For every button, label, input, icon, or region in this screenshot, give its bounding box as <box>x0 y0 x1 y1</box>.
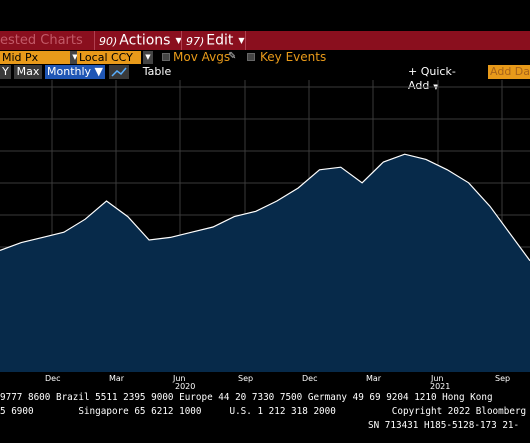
price-dropdown-icon[interactable]: ▼ <box>70 51 80 64</box>
x-year-label: 2020 <box>175 382 196 391</box>
range-button-max[interactable]: Max <box>14 65 42 79</box>
x-tick-label: Sep <box>238 374 254 383</box>
x-tick-label: Mar <box>109 374 125 383</box>
area-series-line <box>0 153 530 262</box>
area-chart <box>0 80 530 372</box>
currency-dropdown-icon[interactable]: ▼ <box>143 51 153 64</box>
table-button[interactable]: Table <box>142 65 172 78</box>
x-tick-label: Dec <box>302 374 318 383</box>
pencil-icon[interactable]: ✎ <box>228 51 237 62</box>
function-menu-bar: ested Charts 90) Actions ▼ 97) Edit ▼ <box>0 31 530 50</box>
footer-contacts-line-2: 5 6900 Singapore 65 6212 1000 U.S. 1 212… <box>0 406 527 417</box>
actions-menu[interactable]: 90) Actions ▼ <box>99 32 182 49</box>
x-year-label: 2021 <box>430 382 451 391</box>
range-button-y[interactable]: Y <box>0 65 11 79</box>
quick-add-label: + Quick-Add <box>408 65 456 92</box>
x-tick-label: Sep <box>495 374 511 383</box>
footer-contacts-line-1: 9777 8600 Brazil 5511 2395 9000 Europe 4… <box>0 392 493 403</box>
actions-shortcut: 90) <box>99 34 118 48</box>
edit-caret-icon: ▼ <box>238 36 245 45</box>
menu-divider <box>181 31 182 50</box>
line-chart-toggle[interactable] <box>109 65 129 79</box>
period-dropdown[interactable]: Monthly ▼ <box>45 65 105 79</box>
price-field[interactable]: Mid Px <box>0 51 70 64</box>
x-tick-label: Jun <box>431 374 444 383</box>
x-tick-label: Mar <box>366 374 382 383</box>
footer-session-id: SN 713431 H185-5128-173 21- <box>368 420 520 431</box>
x-tick-label: Dec <box>45 374 61 383</box>
actions-caret-icon: ▼ <box>175 36 182 45</box>
key-events-label[interactable]: Key Events <box>260 50 327 64</box>
x-tick-label: Jun <box>173 374 186 383</box>
mov-avgs-checkbox[interactable] <box>162 53 170 61</box>
line-chart-icon <box>111 67 127 77</box>
edit-shortcut: 97) <box>186 34 205 48</box>
actions-label: Actions <box>119 32 171 49</box>
edit-menu[interactable]: 97) Edit ▼ <box>186 32 245 49</box>
suggested-charts-menu[interactable]: ested Charts <box>0 33 83 48</box>
quick-add-button[interactable]: + Quick-Add ▼ <box>408 65 484 92</box>
area-series-fill <box>0 154 530 372</box>
key-events-checkbox[interactable] <box>247 53 255 61</box>
currency-field[interactable]: Local CCY <box>77 51 141 64</box>
add-data-field[interactable]: Add Da <box>488 65 530 79</box>
mov-avgs-label[interactable]: Mov Avgs <box>173 50 231 64</box>
menu-divider <box>245 31 246 50</box>
edit-label: Edit <box>206 32 234 49</box>
menu-divider <box>94 31 95 50</box>
